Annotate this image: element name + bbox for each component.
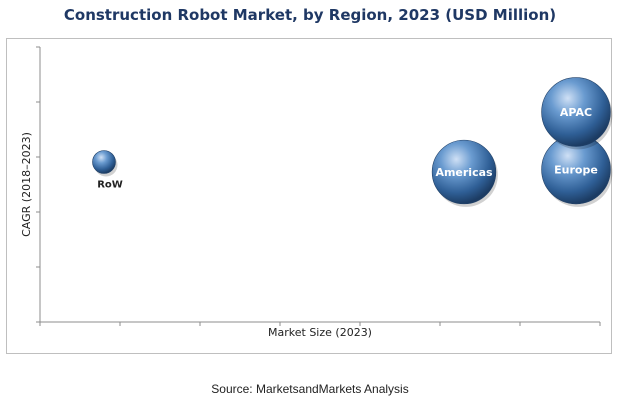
y-axis-label: CAGR (2018–2023) <box>20 132 33 237</box>
bubble-row: RoW <box>92 150 123 191</box>
x-axis-label: Market Size (2023) <box>268 326 372 339</box>
bubble-circle <box>431 139 497 205</box>
bubble-americas: Americas <box>431 139 498 207</box>
bubble-label: RoW <box>97 180 123 191</box>
bubble-label: APAC <box>560 106 592 119</box>
source-note: Source: MarketsandMarkets Analysis <box>211 382 409 396</box>
bubble-label: Europe <box>554 164 598 177</box>
bubble-circle <box>541 77 611 147</box>
bubble-apac: APAC <box>541 77 613 150</box>
bubble-circle <box>92 150 116 174</box>
bubble-europe: Europe <box>541 134 613 207</box>
chart-title: Construction Robot Market, by Region, 20… <box>63 6 557 24</box>
bubble-label: Americas <box>435 166 493 179</box>
chart-frame <box>6 38 612 354</box>
